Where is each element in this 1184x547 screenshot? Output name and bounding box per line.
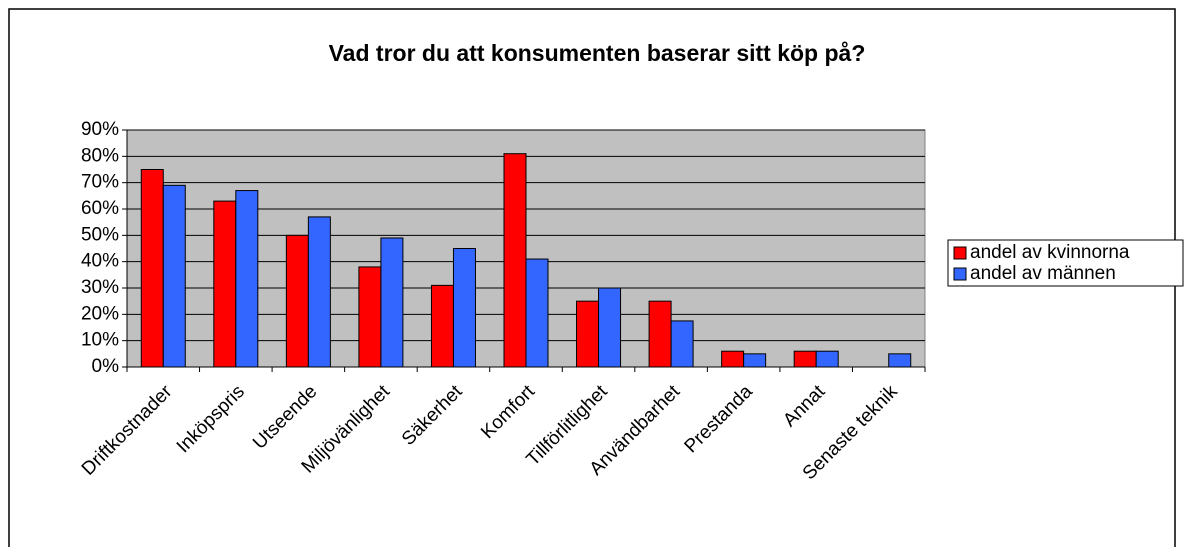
bar — [307, 216, 331, 368]
bar — [213, 200, 237, 368]
y-tick-label: 90% — [81, 119, 119, 140]
y-tick-label: 30% — [81, 277, 119, 298]
legend-label: andel av männen — [970, 263, 1116, 284]
y-tick-label: 20% — [81, 303, 119, 324]
y-tick-label: 60% — [81, 198, 119, 219]
bar — [815, 350, 839, 368]
bar — [285, 234, 309, 368]
chart-title: Vad tror du att konsumenten baserar sitt… — [329, 40, 866, 66]
bar — [525, 258, 549, 368]
bar — [793, 350, 817, 368]
bar — [648, 300, 672, 368]
bar — [358, 266, 382, 368]
y-tick-label: 70% — [81, 172, 119, 193]
bar — [430, 284, 454, 368]
bar — [576, 300, 600, 368]
bar — [452, 248, 476, 368]
bar — [598, 287, 622, 368]
bar — [888, 353, 912, 368]
y-tick-label: 80% — [81, 145, 119, 166]
y-tick-label: 50% — [81, 224, 119, 245]
y-tick-label: 40% — [81, 251, 119, 272]
y-tick-label: 10% — [81, 330, 119, 351]
bar — [380, 237, 404, 368]
legend-label: andel av kvinnorna — [970, 242, 1130, 263]
bar — [670, 320, 694, 368]
y-tick-label: 0% — [92, 356, 120, 377]
legend-box — [947, 239, 1184, 287]
bar — [235, 190, 259, 368]
legend-swatch — [953, 267, 967, 281]
bar — [140, 169, 164, 368]
bar — [162, 184, 186, 368]
bar — [743, 353, 767, 368]
legend-swatch — [953, 246, 967, 260]
bar — [721, 350, 745, 368]
bar — [503, 153, 527, 368]
